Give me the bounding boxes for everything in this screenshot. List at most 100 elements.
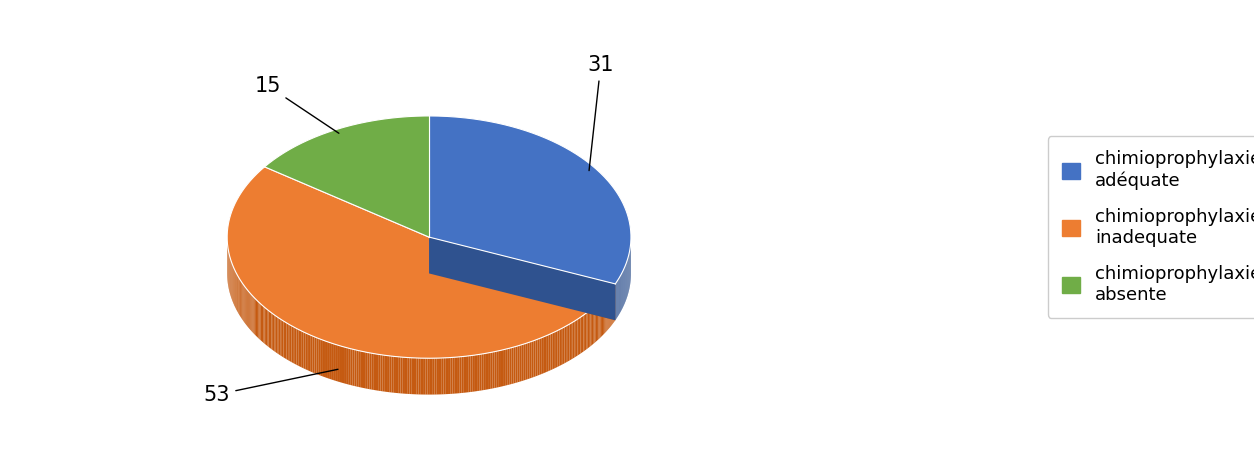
Polygon shape (296, 329, 298, 366)
Polygon shape (493, 352, 494, 389)
Polygon shape (482, 354, 484, 390)
Polygon shape (477, 355, 479, 391)
Polygon shape (290, 325, 291, 362)
Polygon shape (346, 348, 349, 385)
Polygon shape (479, 354, 482, 391)
Polygon shape (396, 356, 399, 393)
Polygon shape (429, 237, 616, 320)
Polygon shape (473, 355, 475, 392)
Polygon shape (316, 338, 319, 375)
Polygon shape (441, 358, 444, 395)
Polygon shape (262, 305, 263, 343)
Polygon shape (543, 336, 545, 373)
Polygon shape (332, 343, 334, 380)
Polygon shape (564, 326, 567, 363)
Polygon shape (468, 355, 470, 392)
Polygon shape (515, 346, 518, 383)
Polygon shape (308, 335, 311, 372)
Polygon shape (574, 320, 576, 358)
Polygon shape (227, 167, 616, 358)
Polygon shape (559, 329, 561, 366)
Polygon shape (464, 356, 466, 393)
Polygon shape (340, 346, 342, 383)
Polygon shape (592, 308, 593, 345)
Polygon shape (334, 344, 336, 381)
Polygon shape (365, 352, 367, 389)
Polygon shape (285, 322, 287, 359)
Polygon shape (382, 355, 385, 392)
Polygon shape (488, 353, 490, 389)
Polygon shape (329, 342, 330, 379)
Polygon shape (596, 304, 597, 342)
Polygon shape (359, 350, 361, 387)
Polygon shape (552, 332, 554, 370)
Polygon shape (423, 358, 425, 395)
Polygon shape (282, 320, 283, 357)
Polygon shape (582, 315, 583, 353)
Polygon shape (311, 335, 312, 372)
Polygon shape (545, 336, 547, 373)
Polygon shape (547, 335, 549, 372)
Polygon shape (367, 352, 370, 389)
Polygon shape (535, 339, 538, 376)
Polygon shape (267, 310, 268, 347)
Polygon shape (374, 354, 376, 390)
Polygon shape (324, 340, 326, 378)
Polygon shape (320, 339, 322, 376)
Polygon shape (528, 342, 529, 379)
Polygon shape (379, 354, 380, 391)
Polygon shape (408, 358, 410, 394)
Polygon shape (371, 353, 374, 390)
Polygon shape (265, 116, 429, 237)
Polygon shape (421, 358, 423, 395)
Polygon shape (494, 351, 497, 388)
Polygon shape (287, 323, 288, 360)
Polygon shape (266, 308, 267, 346)
Polygon shape (509, 348, 512, 385)
Polygon shape (569, 323, 571, 360)
Polygon shape (403, 357, 405, 394)
Polygon shape (522, 344, 524, 381)
Polygon shape (315, 337, 316, 374)
Polygon shape (568, 324, 569, 361)
Polygon shape (448, 358, 450, 394)
Polygon shape (539, 338, 542, 375)
Polygon shape (312, 336, 315, 373)
Polygon shape (428, 358, 430, 395)
Polygon shape (410, 358, 411, 394)
Polygon shape (514, 346, 515, 384)
Polygon shape (497, 351, 499, 388)
Polygon shape (484, 353, 485, 390)
Polygon shape (583, 314, 584, 351)
Polygon shape (376, 354, 379, 391)
Polygon shape (518, 345, 519, 382)
Polygon shape (429, 116, 631, 284)
Polygon shape (391, 356, 394, 393)
Polygon shape (416, 358, 419, 395)
Polygon shape (361, 351, 362, 388)
Polygon shape (589, 310, 591, 347)
Polygon shape (461, 356, 464, 393)
Polygon shape (322, 340, 324, 377)
Polygon shape (307, 334, 308, 371)
Polygon shape (567, 325, 568, 362)
Polygon shape (459, 357, 461, 393)
Polygon shape (336, 345, 337, 381)
Polygon shape (499, 350, 500, 387)
Polygon shape (399, 357, 400, 393)
Polygon shape (456, 357, 459, 394)
Polygon shape (508, 348, 509, 385)
Polygon shape (337, 345, 340, 382)
Polygon shape (532, 341, 534, 378)
Polygon shape (362, 351, 365, 388)
Polygon shape (534, 340, 535, 377)
Polygon shape (505, 349, 508, 385)
Polygon shape (439, 358, 441, 395)
Polygon shape (319, 338, 320, 375)
Polygon shape (263, 306, 265, 344)
Polygon shape (524, 344, 525, 380)
Polygon shape (436, 358, 439, 395)
Polygon shape (466, 356, 468, 393)
Polygon shape (356, 350, 359, 387)
Polygon shape (561, 328, 563, 365)
